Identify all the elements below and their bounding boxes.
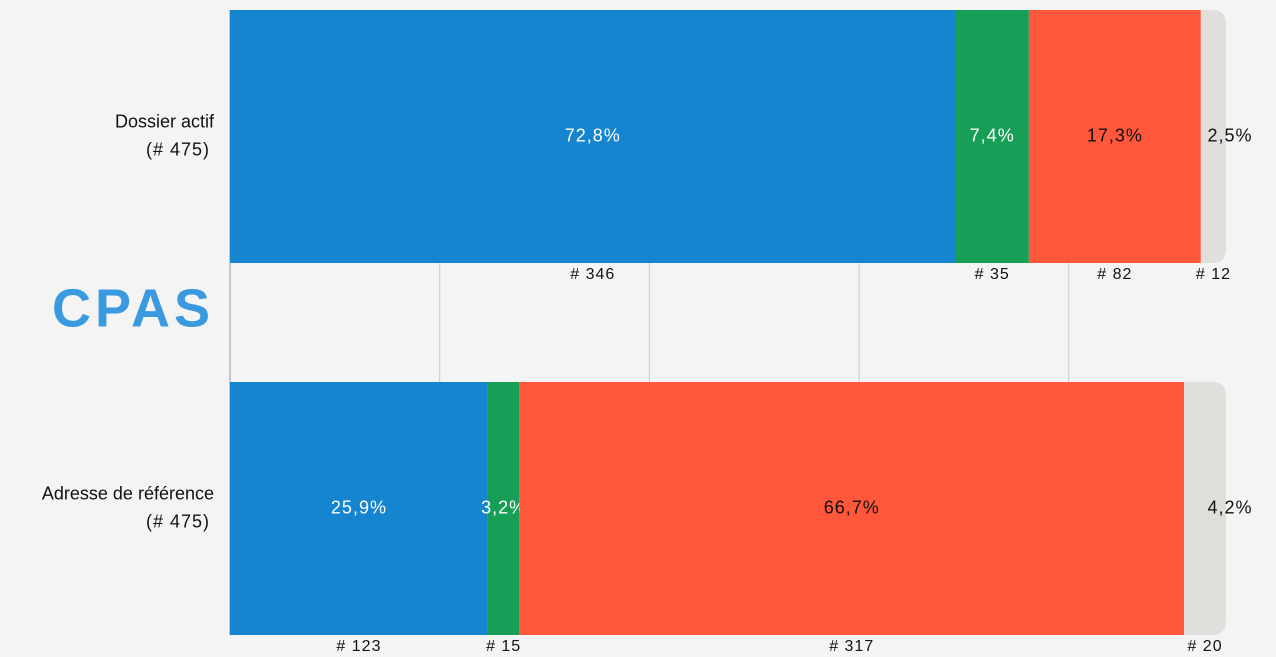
count-label: # 346 bbox=[570, 266, 615, 283]
bar-segment bbox=[955, 10, 1029, 263]
category-label: Dossier actif bbox=[115, 111, 215, 131]
count-label: # 123 bbox=[336, 638, 381, 655]
bar-segment bbox=[1200, 10, 1226, 263]
bar-segment bbox=[1028, 10, 1201, 263]
count-label: # 15 bbox=[486, 638, 521, 655]
bar-segment bbox=[519, 382, 1185, 635]
category-label: Adresse de référence bbox=[42, 483, 214, 503]
value-label: 3,2% bbox=[481, 497, 526, 517]
value-label: 25,9% bbox=[331, 497, 387, 517]
value-label: 2,5% bbox=[1207, 125, 1252, 145]
value-label: 72,8% bbox=[565, 125, 621, 145]
value-label: 66,7% bbox=[824, 497, 880, 517]
value-label: 17,3% bbox=[1087, 125, 1143, 145]
count-label: # 12 bbox=[1196, 266, 1231, 283]
chart-title: CPAS bbox=[52, 278, 214, 338]
count-label: # 317 bbox=[829, 638, 874, 655]
count-label: # 20 bbox=[1187, 638, 1222, 655]
bar-segment bbox=[230, 382, 488, 635]
count-label: # 82 bbox=[1097, 266, 1132, 283]
value-label: 7,4% bbox=[970, 125, 1015, 145]
bar-segment bbox=[230, 10, 956, 263]
bar-segment bbox=[487, 382, 520, 635]
category-count: (# 475) bbox=[146, 511, 210, 531]
category-count: (# 475) bbox=[146, 139, 210, 159]
bar-segment bbox=[1184, 382, 1226, 635]
count-label: # 35 bbox=[975, 266, 1010, 283]
value-label: 4,2% bbox=[1207, 497, 1252, 517]
